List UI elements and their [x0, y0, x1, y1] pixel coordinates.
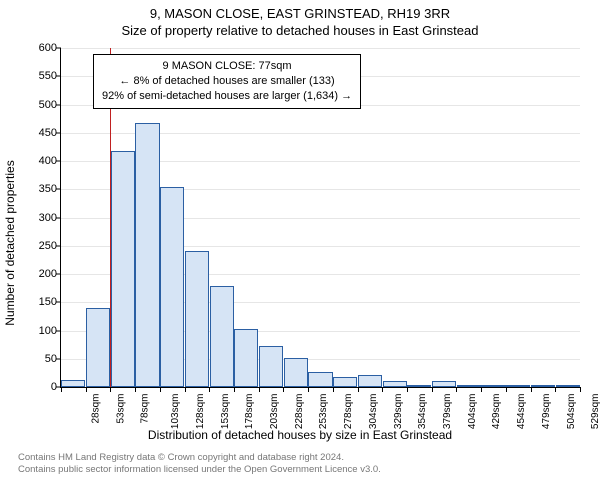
- xtick-label: 329sqm: [391, 394, 404, 430]
- xtick-label: 278sqm: [341, 394, 354, 430]
- xtick-label: 479sqm: [539, 394, 552, 430]
- xtick-mark: [358, 387, 359, 392]
- chart-title-main: 9, MASON CLOSE, EAST GRINSTEAD, RH19 3RR: [0, 6, 600, 21]
- xtick-mark: [185, 387, 186, 392]
- xtick-label: 128sqm: [193, 394, 206, 430]
- xtick-label: 429sqm: [490, 394, 503, 430]
- xtick-label: 228sqm: [292, 394, 305, 430]
- xtick-label: 379sqm: [440, 394, 453, 430]
- histogram-bar: [333, 377, 357, 387]
- xtick-mark: [61, 387, 62, 392]
- histogram-bar: [407, 385, 431, 387]
- ytick-label: 50: [45, 353, 61, 365]
- histogram-bar: [135, 123, 159, 387]
- histogram-bar: [481, 385, 505, 387]
- histogram-bar: [111, 151, 135, 387]
- xtick-mark: [407, 387, 408, 392]
- histogram-bar: [457, 385, 481, 387]
- ytick-label: 350: [39, 183, 61, 195]
- xtick-mark: [308, 387, 309, 392]
- xtick-label: 354sqm: [415, 394, 428, 430]
- xtick-mark: [481, 387, 482, 392]
- gridline: [61, 48, 580, 49]
- ytick-label: 500: [39, 99, 61, 111]
- histogram-bar: [308, 372, 332, 387]
- xtick-label: 203sqm: [267, 394, 280, 430]
- ytick-label: 150: [39, 296, 61, 308]
- footnote: Contains HM Land Registry data © Crown c…: [18, 452, 600, 477]
- xtick-mark: [506, 387, 507, 392]
- histogram-bar: [210, 286, 234, 387]
- ytick-label: 400: [39, 155, 61, 167]
- ytick-label: 250: [39, 240, 61, 252]
- x-axis-label: Distribution of detached houses by size …: [0, 428, 600, 442]
- xtick-mark: [456, 387, 457, 392]
- xtick-mark: [333, 387, 334, 392]
- xtick-mark: [531, 387, 532, 392]
- histogram-bar: [531, 385, 555, 387]
- annotation-box: 9 MASON CLOSE: 77sqm ← 8% of detached ho…: [93, 54, 361, 109]
- xtick-label: 529sqm: [588, 394, 600, 430]
- histogram-bar: [556, 385, 580, 387]
- ytick-label: 450: [39, 127, 61, 139]
- histogram-bar: [259, 346, 283, 387]
- xtick-mark: [580, 387, 581, 392]
- xtick-mark: [110, 387, 111, 392]
- xtick-label: 504sqm: [564, 394, 577, 430]
- annotation-line-3: 92% of semi-detached houses are larger (…: [102, 89, 352, 104]
- footnote-line-2: Contains public sector information licen…: [18, 464, 600, 476]
- xtick-mark: [86, 387, 87, 392]
- ytick-label: 550: [39, 70, 61, 82]
- xtick-mark: [259, 387, 260, 392]
- xtick-mark: [135, 387, 136, 392]
- y-axis-label: Number of detached properties: [3, 160, 17, 325]
- histogram-bar: [185, 251, 209, 387]
- xtick-mark: [555, 387, 556, 392]
- xtick-mark: [283, 387, 284, 392]
- ytick-label: 0: [51, 381, 61, 393]
- xtick-label: 178sqm: [242, 394, 255, 430]
- chart-container: Number of detached properties 0501001502…: [0, 38, 600, 448]
- annotation-line-2: ← 8% of detached houses are smaller (133…: [102, 74, 352, 89]
- histogram-bar: [284, 358, 308, 387]
- histogram-bar: [86, 308, 110, 387]
- histogram-bar: [61, 380, 85, 387]
- xtick-mark: [382, 387, 383, 392]
- annotation-line-1: 9 MASON CLOSE: 77sqm: [102, 59, 352, 74]
- chart-title-sub: Size of property relative to detached ho…: [0, 23, 600, 38]
- footnote-line-1: Contains HM Land Registry data © Crown c…: [18, 452, 600, 464]
- xtick-label: 28sqm: [89, 394, 102, 424]
- xtick-mark: [234, 387, 235, 392]
- xtick-label: 53sqm: [113, 394, 126, 424]
- ytick-label: 600: [39, 42, 61, 54]
- xtick-mark: [432, 387, 433, 392]
- xtick-mark: [209, 387, 210, 392]
- histogram-bar: [506, 385, 530, 387]
- ytick-label: 100: [39, 325, 61, 337]
- ytick-label: 300: [39, 212, 61, 224]
- histogram-bar: [383, 381, 407, 387]
- histogram-bar: [160, 187, 184, 387]
- histogram-bar: [432, 381, 456, 387]
- xtick-label: 304sqm: [366, 394, 379, 430]
- xtick-label: 78sqm: [138, 394, 151, 424]
- xtick-mark: [160, 387, 161, 392]
- xtick-label: 153sqm: [218, 394, 231, 430]
- plot-area: 05010015020025030035040045050055060028sq…: [60, 48, 580, 388]
- ytick-label: 200: [39, 268, 61, 280]
- histogram-bar: [234, 329, 258, 387]
- histogram-bar: [358, 375, 382, 387]
- xtick-label: 253sqm: [317, 394, 330, 430]
- xtick-label: 454sqm: [514, 394, 527, 430]
- xtick-label: 404sqm: [465, 394, 478, 430]
- xtick-label: 103sqm: [168, 394, 181, 430]
